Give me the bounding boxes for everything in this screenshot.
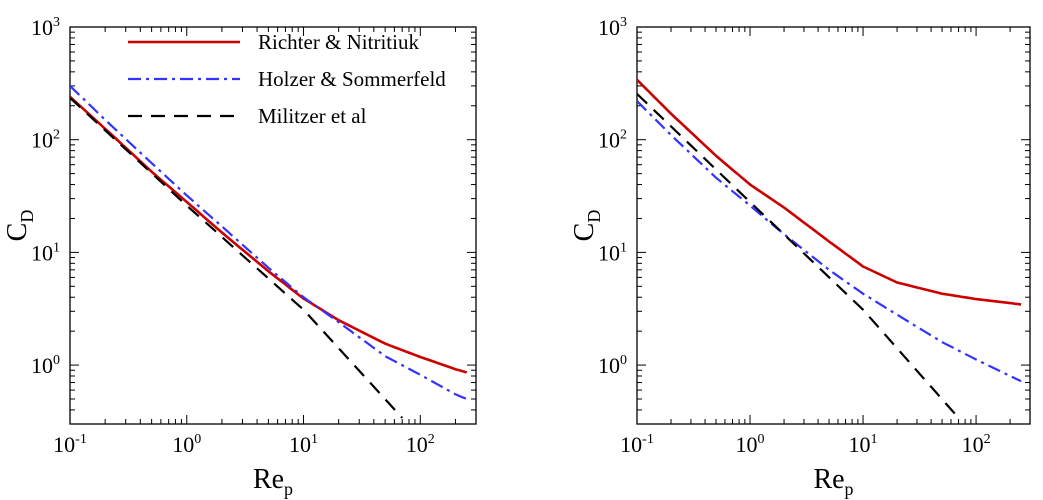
x-tick-label: 102 <box>406 432 435 457</box>
series-line-militzer-et-al <box>70 97 404 419</box>
y-tick-label: 100 <box>598 353 627 378</box>
x-tick-label: 10-1 <box>620 432 654 457</box>
x-tick-label: 101 <box>289 432 318 457</box>
x-tick-label: 10-1 <box>53 432 87 457</box>
chart-panel-2: 10-1 100 101 102 100 101 102 103 Rep CD <box>569 15 1031 499</box>
plot-frame <box>69 26 477 425</box>
y-tick-label: 101 <box>31 240 60 265</box>
tick-marks <box>636 26 1031 425</box>
legend-label: Richter & Nitritiuk <box>258 30 419 54</box>
y-tick-label: 103 <box>31 15 60 40</box>
x-tick-label: 100 <box>172 432 201 457</box>
x-tick-label: 100 <box>736 432 765 457</box>
plot-frame <box>636 26 1031 425</box>
y-tick-label: 101 <box>598 240 627 265</box>
x-axis-label: Rep <box>813 464 853 499</box>
series-group <box>637 78 1022 419</box>
legend-label: Holzer & Sommerfeld <box>258 67 446 91</box>
series-group <box>70 85 468 419</box>
y-tick-label: 100 <box>31 353 60 378</box>
tick-marks <box>69 26 477 425</box>
series-line-militzer-et-al <box>637 93 960 419</box>
x-axis-label: Rep <box>253 464 293 499</box>
x-tick-label: 101 <box>849 432 878 457</box>
y-tick-label: 102 <box>598 128 627 153</box>
series-line-richter-nitritiuk <box>70 95 468 374</box>
legend: Richter & Nitritiuk Holzer & Sommerfeld Mi… <box>128 30 446 128</box>
chart-panel-1: 10-1 100 101 102 100 101 102 103 Rep CD Richter & … <box>2 15 477 499</box>
y-axis-label: CD <box>2 210 37 242</box>
y-axis-label: CD <box>569 210 604 242</box>
series-line-richter-nitritiuk <box>637 78 1022 306</box>
y-tick-label: 102 <box>31 128 60 153</box>
y-tick-label: 103 <box>598 15 627 40</box>
series-line-holzer-sommerfeld <box>637 100 1022 383</box>
x-tick-label: 102 <box>962 432 991 457</box>
legend-label: Militzer et al <box>258 104 367 128</box>
series-line-holzer-sommerfeld <box>70 85 468 401</box>
